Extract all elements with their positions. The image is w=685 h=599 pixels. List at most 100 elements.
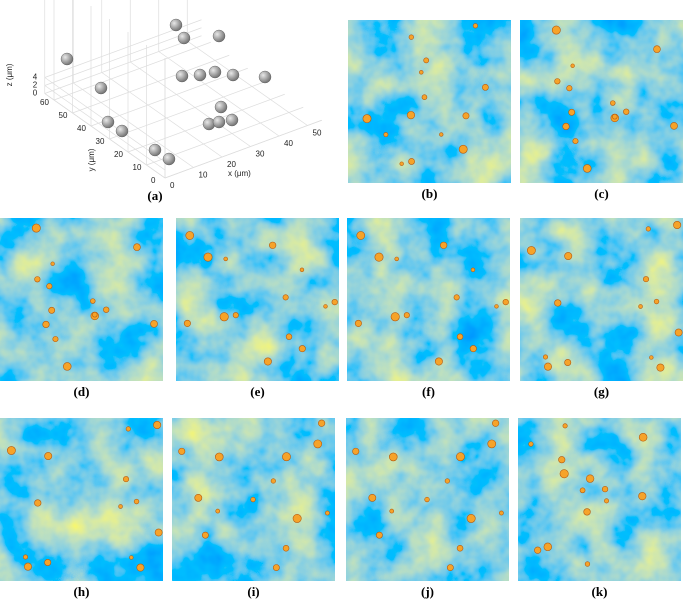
- axis-line: [164, 119, 322, 179]
- particle: [645, 226, 651, 232]
- particle: [408, 34, 414, 40]
- particle: [133, 243, 141, 251]
- particle: [34, 276, 41, 283]
- particle: [63, 362, 72, 371]
- particle: [494, 304, 499, 309]
- particle: [653, 298, 660, 305]
- y-tick-label: 20: [114, 150, 123, 159]
- particle: [325, 510, 330, 516]
- particle: [458, 144, 468, 154]
- particle: [466, 514, 476, 523]
- particle: [638, 433, 648, 442]
- particle: [534, 546, 542, 554]
- panel-label: (h): [74, 584, 90, 599]
- panel-label: (c): [594, 186, 608, 201]
- particle: [31, 223, 41, 233]
- particle: [423, 57, 430, 64]
- sphere: [208, 65, 222, 79]
- sphere: [225, 113, 239, 127]
- particle: [554, 299, 562, 307]
- particle: [456, 333, 464, 340]
- particle: [185, 231, 195, 240]
- particle: [469, 345, 477, 353]
- particle: [444, 478, 450, 484]
- sphere: [212, 115, 226, 129]
- y-tick-label: 40: [77, 124, 86, 133]
- particle: [610, 100, 616, 106]
- z-tick-label: 0: [33, 89, 38, 98]
- particle: [250, 496, 256, 503]
- x-tick-label: 50: [313, 129, 322, 138]
- particle: [446, 564, 454, 572]
- panel-label: (k): [592, 584, 608, 599]
- image-panel: [176, 218, 339, 381]
- y-axis-label: y (μm): [87, 148, 96, 171]
- particle: [543, 542, 552, 552]
- particle: [375, 531, 383, 539]
- particle: [48, 306, 56, 314]
- particle: [601, 486, 609, 493]
- x-tick-label: 10: [199, 171, 208, 180]
- particle: [564, 359, 572, 366]
- particle: [572, 138, 579, 145]
- particle: [562, 423, 568, 429]
- particle: [263, 357, 272, 366]
- sphere: [148, 143, 162, 157]
- particle: [118, 504, 123, 509]
- particle: [368, 493, 377, 502]
- particle: [456, 544, 464, 552]
- particle: [408, 158, 415, 165]
- particle: [362, 114, 372, 124]
- particle: [223, 256, 228, 262]
- particle: [499, 510, 504, 516]
- panel-label: (b): [422, 186, 438, 201]
- particle: [153, 420, 162, 429]
- particle: [272, 564, 280, 572]
- particle: [6, 446, 16, 455]
- particle: [638, 492, 647, 501]
- particle: [125, 426, 131, 432]
- sphere: [162, 152, 176, 166]
- particle: [183, 319, 191, 327]
- image-panel: [518, 418, 681, 581]
- particle: [269, 241, 277, 249]
- particle: [374, 252, 384, 262]
- particle: [558, 456, 566, 464]
- y-tick-label: 30: [96, 137, 105, 146]
- particle: [50, 261, 55, 266]
- particle: [649, 355, 654, 360]
- particle: [383, 132, 389, 138]
- particle: [194, 493, 203, 502]
- particle: [133, 498, 140, 505]
- particle: [352, 447, 360, 455]
- particle: [419, 70, 424, 75]
- particle: [323, 304, 328, 309]
- y-tick-label: 60: [40, 98, 49, 107]
- sphere: [60, 52, 74, 66]
- x-tick-label: 40: [284, 139, 293, 148]
- image-panel: [348, 20, 511, 183]
- z-tick-label: 2: [33, 81, 38, 90]
- particle: [91, 311, 98, 318]
- particle: [23, 554, 29, 560]
- panel-label: (i): [247, 584, 259, 599]
- y-tick-label: 50: [59, 111, 68, 120]
- particle: [502, 298, 509, 306]
- panel-label: (a): [147, 188, 162, 203]
- y-tick-label: 0: [151, 176, 156, 185]
- sphere: [169, 18, 183, 32]
- grid-line: [90, 67, 248, 127]
- particle: [42, 320, 50, 329]
- particle: [201, 531, 209, 539]
- particle: [570, 63, 575, 68]
- image-panel: [0, 218, 163, 381]
- sphere: [193, 68, 207, 82]
- grid-line: [130, 61, 251, 147]
- particle: [399, 161, 404, 166]
- axis-line: [44, 93, 166, 179]
- particle: [44, 559, 52, 566]
- particle: [472, 23, 478, 29]
- grid-line: [158, 51, 280, 137]
- particle: [354, 319, 362, 327]
- particle: [434, 357, 443, 366]
